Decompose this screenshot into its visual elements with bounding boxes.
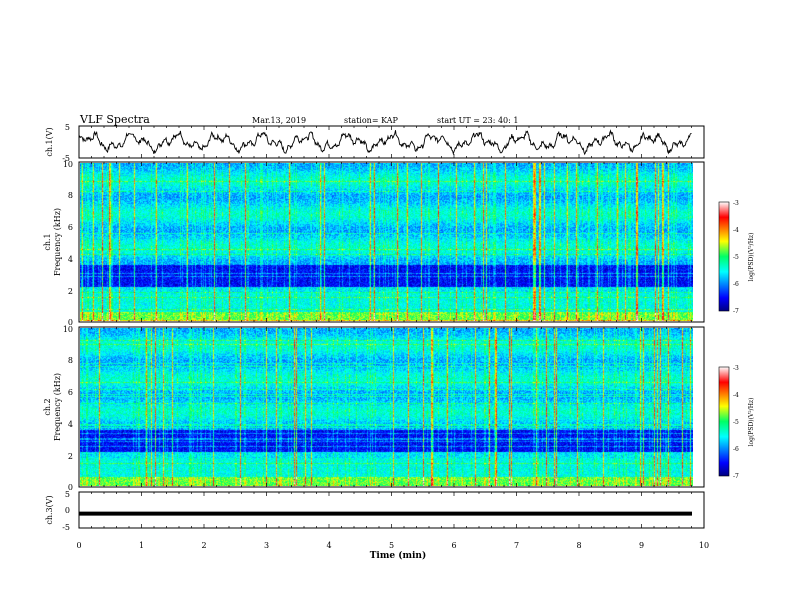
ch3-ytick-top: 5 [65, 490, 70, 499]
ch3-x-ticks [78, 492, 705, 528]
time-axis-tick-labels: 0 1 2 3 4 5 6 7 8 9 10 [76, 541, 709, 550]
ch1-ytick-top: 5 [65, 123, 70, 132]
time-tick-label: 3 [264, 541, 269, 550]
ch2-spec-ytick: 0 [68, 483, 73, 492]
ch1-x-ticks [78, 126, 705, 158]
ch1-cb-tick: -4 [733, 227, 739, 234]
ch1-cb-tick: -7 [733, 308, 739, 315]
ch1-spec-ytick: 8 [68, 191, 73, 200]
ch1-waveform-panel: 5 -5 ch.1(V) [45, 123, 705, 163]
date-label: Mar.13, 2019 [252, 116, 306, 125]
time-tick-label: 1 [139, 541, 144, 550]
ch1-spec-ytick: 6 [68, 223, 73, 232]
ch1-spec-yticks: 0 2 4 6 8 10 [63, 160, 73, 327]
ch1-cb-tick: -3 [733, 200, 739, 207]
ch2-spec-ytick: 4 [68, 420, 73, 429]
ch2-cb-tick: -7 [733, 473, 739, 480]
ch2-spectrogram-image [80, 328, 693, 486]
ch1-spec-ylabel-2: Frequency (kHz) [53, 208, 62, 276]
time-tick-label: 5 [389, 541, 394, 550]
ch1-spectrogram-image [80, 163, 693, 321]
time-axis-label: Time (min) [370, 550, 427, 561]
ch1-colorbar-label: log(PSD)(V²/Hz) [748, 233, 755, 282]
ch1-cb-tick: -6 [733, 281, 739, 288]
ch1-spec-ylabel-1: ch.1 [43, 233, 52, 250]
ch1-spec-ytick: 0 [68, 318, 73, 327]
ch2-spec-yticks: 0 2 4 6 8 10 [63, 325, 73, 492]
ch1-spec-ticks [78, 162, 705, 322]
station-label: station= KAP [344, 116, 399, 125]
ch3-waveform-panel: 5 0 -5 ch.3(V) [45, 490, 705, 532]
ch2-cb-tick: -6 [733, 446, 739, 453]
start-time-label: start UT = 23: 40: 1 [437, 116, 518, 125]
ch3-ytick-bottom: -5 [62, 523, 70, 532]
ch2-cb-tick: -4 [733, 392, 739, 399]
ch1-ylabel: ch.1(V) [45, 127, 54, 156]
ch2-spec-ylabel-1: ch.2 [43, 398, 52, 415]
ch2-colorbar-label: log(PSD)(V²/Hz) [748, 398, 755, 447]
ch2-spec-ytick: 2 [68, 452, 73, 461]
ch2-spec-ytick: 10 [63, 325, 73, 334]
ch1-colorbar-gradient [718, 201, 730, 312]
ch2-spec-ytick: 8 [68, 356, 73, 365]
ch3-ytick-mid: 0 [65, 506, 70, 515]
ch1-cb-tick: -5 [733, 254, 739, 261]
time-tick-label: 9 [639, 541, 644, 550]
figure-title: VLF Spectra [79, 113, 150, 126]
ch2-cb-tick: -3 [733, 365, 739, 372]
ch2-colorbar-ticks: -3 -4 -5 -6 -7 [733, 365, 739, 480]
ch1-colorbar-ticks: -3 -4 -5 -6 -7 [733, 200, 739, 315]
ch2-cb-tick: -5 [733, 419, 739, 426]
ch2-spec-ticks [78, 327, 705, 487]
ch2-colorbar-gradient [718, 366, 730, 477]
ch2-spec-ylabel-2: Frequency (kHz) [53, 373, 62, 441]
ch1-spec-ytick: 4 [68, 255, 73, 264]
ch2-spectrogram-panel: 0 2 4 6 8 10 ch.2 Frequency (kHz) [43, 325, 705, 492]
ch1-spectrogram-panel: 0 2 4 6 8 10 ch.1 Frequency (kHz) [43, 160, 705, 327]
ch1-waveform-line [78, 129, 692, 156]
time-tick-label: 4 [326, 541, 331, 550]
time-tick-label: 2 [201, 541, 206, 550]
ch2-spec-ytick: 6 [68, 388, 73, 397]
time-tick-label: 6 [451, 541, 456, 550]
time-tick-label: 10 [699, 541, 709, 550]
ch1-spec-ytick: 10 [63, 160, 73, 169]
time-tick-label: 8 [576, 541, 581, 550]
time-tick-label: 0 [76, 541, 81, 550]
time-tick-label: 7 [514, 541, 519, 550]
ch3-ylabel: ch.3(V) [45, 495, 54, 524]
ch1-colorbar: -3 -4 -5 -6 -7 log(PSD)(V²/Hz) [718, 200, 755, 315]
ch2-colorbar: -3 -4 -5 -6 -7 log(PSD)(V²/Hz) [718, 365, 755, 480]
ch1-spec-ytick: 2 [68, 287, 73, 296]
ch1-ytick-bottom: -5 [62, 154, 70, 163]
